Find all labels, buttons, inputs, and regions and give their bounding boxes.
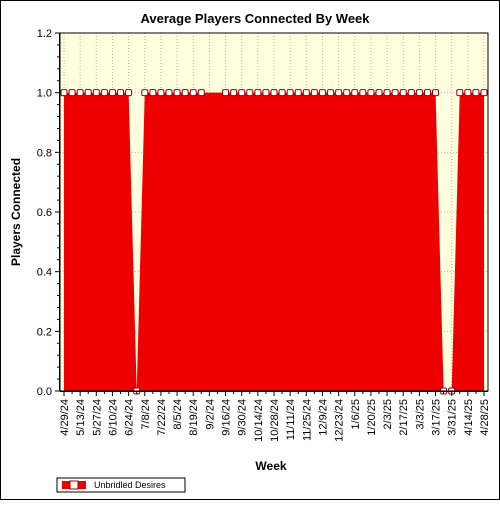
data-point	[391, 89, 399, 97]
data-point	[270, 89, 278, 97]
data-point	[68, 89, 76, 97]
legend-label: Unbridled Desires	[94, 480, 166, 490]
data-point	[343, 89, 351, 97]
x-tick-label: 6/24/24	[124, 399, 136, 436]
series-area	[64, 92, 484, 392]
data-point	[456, 89, 464, 97]
data-point	[278, 89, 286, 97]
x-tick-label: 1/6/25	[350, 399, 362, 430]
y-tick-label: 0.4	[37, 267, 52, 279]
x-axis-title: Week	[255, 459, 286, 473]
data-point	[383, 89, 391, 97]
data-point	[367, 89, 375, 97]
x-tick-label: 2/3/25	[382, 399, 394, 430]
data-point	[84, 89, 92, 97]
x-tick-label: 4/14/25	[463, 399, 475, 436]
data-point	[415, 89, 423, 97]
x-tick-label: 8/5/24	[172, 399, 184, 430]
data-point	[318, 89, 326, 97]
data-point	[464, 89, 472, 97]
y-axis-title: Players Connected	[9, 158, 23, 266]
x-tick-label: 7/22/24	[156, 399, 168, 436]
data-point	[165, 89, 173, 97]
legend-box	[56, 477, 186, 493]
x-tick-label: 5/27/24	[91, 399, 103, 436]
data-point	[197, 89, 205, 97]
data-point	[262, 89, 270, 97]
data-point	[294, 89, 302, 97]
data-point	[432, 89, 440, 97]
y-tick-label: 1.0	[37, 88, 52, 100]
y-axis: 0.0 0.2 0.4 0.6 0.8 1.0 1.2	[37, 28, 60, 398]
y-tick-label: 1.2	[37, 28, 52, 40]
x-tick-label: 1/20/25	[366, 399, 378, 436]
data-point	[327, 89, 335, 97]
y-tick-label: 0.6	[37, 207, 52, 219]
x-tick-label: 9/16/24	[221, 399, 233, 436]
data-point	[310, 89, 318, 97]
y-tick-label: 0.8	[37, 147, 52, 159]
data-point	[92, 89, 100, 97]
data-point	[359, 89, 367, 97]
x-axis: 4/29/24 5/13/24 5/27/24 6/10/24 6/24/24 7/8/2…	[59, 391, 491, 442]
data-point	[108, 89, 116, 97]
series-markers	[60, 89, 488, 395]
data-point	[351, 89, 359, 97]
data-point	[141, 89, 149, 97]
data-point	[375, 89, 383, 97]
x-tick-label: 2/17/25	[398, 399, 410, 436]
data-point	[254, 89, 262, 97]
x-tick-label: 4/28/25	[479, 399, 491, 436]
data-point	[222, 89, 230, 97]
legend: Unbridled Desires	[56, 477, 186, 493]
data-point	[125, 89, 133, 97]
data-point	[60, 89, 68, 97]
legend-marker-icon	[69, 480, 79, 490]
y-tick-label: 0.0	[37, 386, 52, 398]
x-tick-label: 11/25/24	[301, 399, 313, 441]
data-point	[302, 89, 310, 97]
x-tick-label: 9/2/24	[204, 399, 216, 430]
data-point	[238, 89, 246, 97]
data-point	[399, 89, 407, 97]
data-point	[173, 89, 181, 97]
x-tick-label: 3/17/25	[431, 399, 443, 436]
x-tick-label: 9/30/24	[237, 399, 249, 436]
data-point	[246, 89, 254, 97]
x-tick-label: 3/3/25	[414, 399, 426, 430]
data-point	[423, 89, 431, 97]
x-tick-label: 8/19/24	[188, 399, 200, 436]
data-point	[230, 89, 238, 97]
data-point	[157, 89, 165, 97]
data-point	[286, 89, 294, 97]
x-tick-label: 12/9/24	[317, 399, 329, 436]
data-point	[335, 89, 343, 97]
data-point	[189, 89, 197, 97]
data-point	[472, 89, 480, 97]
x-tick-label: 12/23/24	[334, 399, 346, 442]
data-point	[407, 89, 415, 97]
x-tick-label: 4/29/24	[59, 399, 71, 436]
x-tick-label: 7/8/24	[140, 399, 152, 430]
data-point	[117, 89, 125, 97]
y-tick-label: 0.2	[37, 326, 52, 338]
x-tick-label: 6/10/24	[107, 399, 119, 436]
data-point	[76, 89, 84, 97]
x-tick-label: 10/14/24	[253, 399, 265, 442]
data-point	[181, 89, 189, 97]
data-point	[100, 89, 108, 97]
x-tick-label: 10/28/24	[269, 399, 281, 442]
x-tick-label: 11/11/24	[285, 399, 297, 440]
x-tick-label: 5/13/24	[75, 399, 87, 436]
data-point	[149, 89, 157, 97]
chart-title: Average Players Connected By Week	[140, 11, 370, 26]
x-tick-label: 3/31/25	[447, 399, 459, 436]
data-point	[480, 89, 488, 97]
